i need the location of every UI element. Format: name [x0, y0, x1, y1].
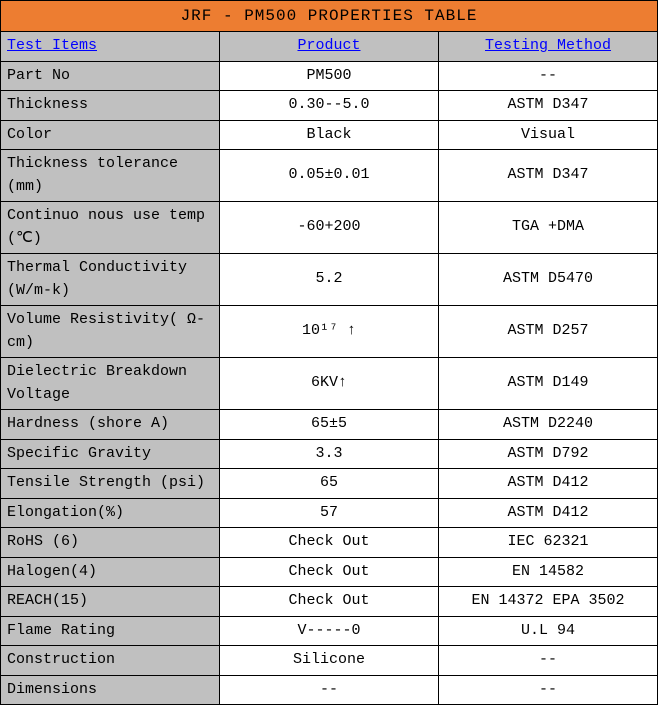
cell-test-item: Color [1, 120, 220, 150]
cell-product: 65±5 [220, 410, 439, 440]
header-test-items: Test Items [1, 32, 220, 62]
cell-method: -- [439, 675, 658, 705]
table-row: ColorBlackVisual [1, 120, 658, 150]
cell-method: TGA +DMA [439, 202, 658, 254]
cell-product: 57 [220, 498, 439, 528]
title-row: JRF - PM500 PROPERTIES TABLE [1, 1, 658, 32]
cell-test-item: Elongation(%) [1, 498, 220, 528]
cell-product: V-----0 [220, 616, 439, 646]
table-row: Thickness0.30--5.0ASTM D347 [1, 91, 658, 121]
table-row: Thickness tolerance (mm)0.05±0.01ASTM D3… [1, 150, 658, 202]
cell-product: -60+200 [220, 202, 439, 254]
cell-method: EN 14372 EPA 3502 [439, 587, 658, 617]
cell-method: -- [439, 61, 658, 91]
cell-test-item: Specific Gravity [1, 439, 220, 469]
cell-method: ASTM D347 [439, 150, 658, 202]
cell-test-item: Thickness [1, 91, 220, 121]
cell-test-item: Part No [1, 61, 220, 91]
cell-method: ASTM D347 [439, 91, 658, 121]
cell-product: -- [220, 675, 439, 705]
cell-method: ASTM D412 [439, 469, 658, 499]
cell-method: ASTM D2240 [439, 410, 658, 440]
cell-product: 0.30--5.0 [220, 91, 439, 121]
table-row: Dimensions---- [1, 675, 658, 705]
cell-product: PM500 [220, 61, 439, 91]
cell-method: IEC 62321 [439, 528, 658, 558]
table-row: Specific Gravity3.3ASTM D792 [1, 439, 658, 469]
cell-test-item: Hardness (shore A) [1, 410, 220, 440]
table-row: Hardness (shore A)65±5ASTM D2240 [1, 410, 658, 440]
table-row: Continuo nous use temp (℃)-60+200TGA +DM… [1, 202, 658, 254]
cell-test-item: Dielectric Breakdown Voltage [1, 358, 220, 410]
header-row: Test Items Product Testing Method [1, 32, 658, 62]
cell-test-item: Volume Resistivity( Ω-cm) [1, 306, 220, 358]
cell-method: ASTM D5470 [439, 254, 658, 306]
cell-product: 6KV↑ [220, 358, 439, 410]
cell-test-item: Construction [1, 646, 220, 676]
cell-test-item: Thermal Conductivity (W/m-k) [1, 254, 220, 306]
cell-product: 0.05±0.01 [220, 150, 439, 202]
table-row: Halogen(4)Check OutEN 14582 [1, 557, 658, 587]
table-row: Tensile Strength (psi)65ASTM D412 [1, 469, 658, 499]
cell-test-item: Dimensions [1, 675, 220, 705]
cell-test-item: Continuo nous use temp (℃) [1, 202, 220, 254]
cell-product: Check Out [220, 587, 439, 617]
cell-method: ASTM D412 [439, 498, 658, 528]
cell-method: ASTM D792 [439, 439, 658, 469]
cell-product: 5.2 [220, 254, 439, 306]
cell-product: Check Out [220, 557, 439, 587]
table-row: Volume Resistivity( Ω-cm)10¹⁷ ↑ASTM D257 [1, 306, 658, 358]
cell-method: U.L 94 [439, 616, 658, 646]
cell-method: Visual [439, 120, 658, 150]
cell-method: ASTM D149 [439, 358, 658, 410]
properties-table-container: JRF - PM500 PROPERTIES TABLE Test Items … [0, 0, 658, 705]
table-row: RoHS (6)Check OutIEC 62321 [1, 528, 658, 558]
cell-method: EN 14582 [439, 557, 658, 587]
cell-test-item: Thickness tolerance (mm) [1, 150, 220, 202]
table-row: Part NoPM500-- [1, 61, 658, 91]
cell-test-item: Tensile Strength (psi) [1, 469, 220, 499]
cell-product: 10¹⁷ ↑ [220, 306, 439, 358]
cell-product: 65 [220, 469, 439, 499]
cell-test-item: RoHS (6) [1, 528, 220, 558]
table-row: Thermal Conductivity (W/m-k)5.2ASTM D547… [1, 254, 658, 306]
cell-test-item: REACH(15) [1, 587, 220, 617]
table-row: Flame RatingV-----0U.L 94 [1, 616, 658, 646]
cell-method: ASTM D257 [439, 306, 658, 358]
cell-product: Check Out [220, 528, 439, 558]
properties-table: JRF - PM500 PROPERTIES TABLE Test Items … [0, 0, 658, 705]
cell-test-item: Halogen(4) [1, 557, 220, 587]
cell-product: 3.3 [220, 439, 439, 469]
header-product: Product [220, 32, 439, 62]
cell-product: Silicone [220, 646, 439, 676]
table-body: Part NoPM500--Thickness0.30--5.0ASTM D34… [1, 61, 658, 705]
table-row: ConstructionSilicone-- [1, 646, 658, 676]
cell-test-item: Flame Rating [1, 616, 220, 646]
table-row: Dielectric Breakdown Voltage6KV↑ASTM D14… [1, 358, 658, 410]
cell-product: Black [220, 120, 439, 150]
header-testing-method: Testing Method [439, 32, 658, 62]
table-row: Elongation(%)57ASTM D412 [1, 498, 658, 528]
table-title: JRF - PM500 PROPERTIES TABLE [1, 1, 658, 32]
table-row: REACH(15)Check OutEN 14372 EPA 3502 [1, 587, 658, 617]
cell-method: -- [439, 646, 658, 676]
